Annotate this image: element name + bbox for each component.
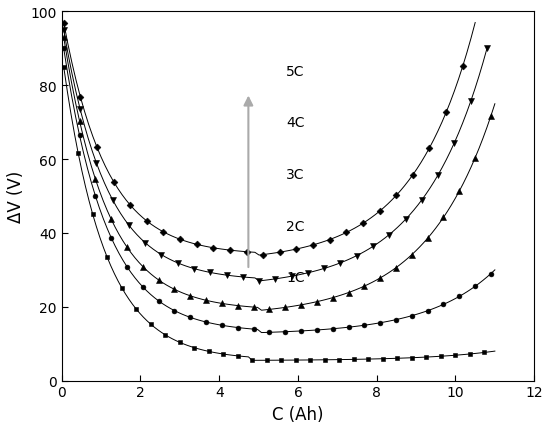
Y-axis label: ΔV (V): ΔV (V) [7, 171, 25, 223]
Text: 2C: 2C [286, 219, 305, 233]
Text: 1C: 1C [286, 270, 305, 285]
Text: 4C: 4C [286, 116, 305, 130]
Text: 3C: 3C [286, 168, 305, 181]
X-axis label: C (Ah): C (Ah) [272, 405, 324, 423]
Text: 5C: 5C [286, 64, 305, 78]
